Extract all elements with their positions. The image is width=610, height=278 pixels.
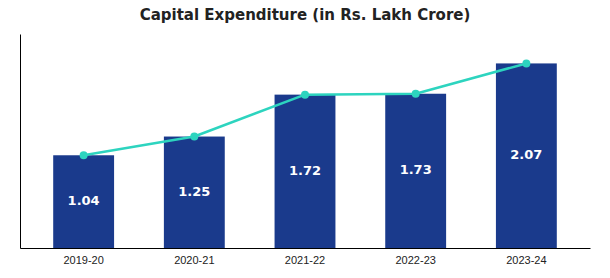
bar [385, 94, 446, 248]
x-tick: 2022-23 [395, 254, 435, 266]
marker [190, 133, 198, 141]
x-tick: 2019-20 [63, 254, 103, 266]
x-tick-label: 2021-22 [285, 254, 325, 266]
bar [275, 95, 336, 248]
x-tick-label: 2019-20 [63, 254, 103, 266]
marks [53, 59, 557, 248]
data-label: 2.07 [510, 147, 542, 162]
y-axis [20, 35, 21, 249]
x-axis: 2019-20 2020-21 2021-22 2022-23 2023-24 [21, 249, 591, 266]
data-labels: 1.04 1.25 1.72 1.73 2.07 [68, 147, 543, 208]
line [84, 63, 527, 155]
marker [80, 151, 88, 159]
x-tick: 2021-22 [285, 254, 325, 266]
x-tick: 2023-24 [506, 254, 546, 266]
marker [412, 90, 420, 98]
bar [496, 63, 557, 248]
bar [164, 137, 225, 248]
x-tick-label: 2022-23 [395, 254, 435, 266]
data-label: 1.72 [289, 163, 321, 178]
bar [53, 155, 114, 248]
plot: 1.04 1.25 1.72 1.73 2.07 2019-20 2020-21 2021-2… [21, 35, 591, 266]
x-tick: 2020-21 [174, 254, 214, 266]
bars [53, 63, 557, 248]
data-label: 1.04 [68, 193, 100, 208]
y-axis-line [20, 35, 21, 249]
title: Capital Expenditure (in Rs. Lakh Crore) [140, 6, 471, 24]
data-label: 1.73 [400, 162, 432, 177]
data-label: 1.25 [178, 184, 210, 199]
x-tick-label: 2020-21 [174, 254, 214, 266]
marker [522, 59, 530, 67]
chart: 1.04 1.25 1.72 1.73 2.07 2019-20 2020-21 2021-2… [0, 0, 610, 278]
x-axis-line [21, 248, 591, 249]
marker [301, 91, 309, 99]
markers [80, 59, 531, 159]
x-tick-label: 2023-24 [506, 254, 546, 266]
